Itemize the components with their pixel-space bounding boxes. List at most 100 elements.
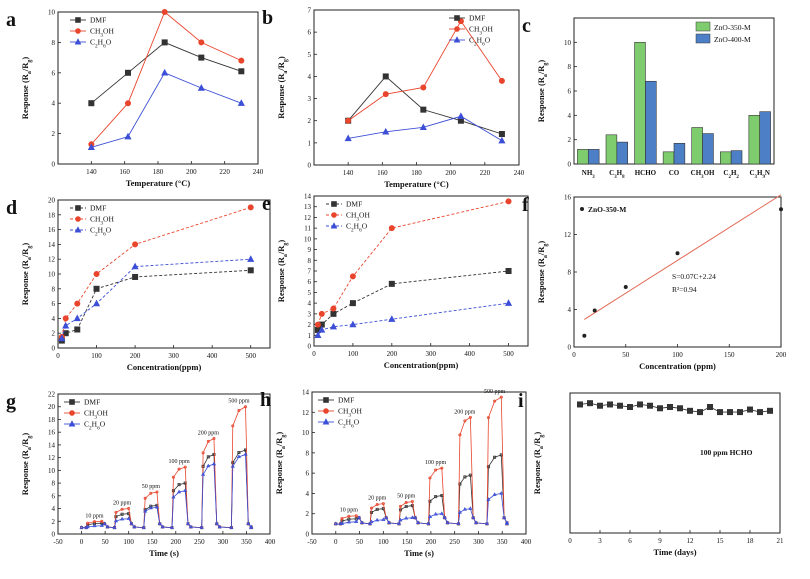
data-point bbox=[420, 106, 427, 113]
legend-entry-ch3oh: CH3OH bbox=[90, 215, 114, 227]
data-point bbox=[237, 451, 241, 455]
data-point bbox=[102, 521, 107, 526]
plot-frame bbox=[57, 11, 259, 165]
data-point bbox=[100, 519, 104, 523]
legend-marker bbox=[75, 216, 81, 222]
data-point bbox=[86, 521, 90, 525]
data-point bbox=[243, 452, 248, 456]
data-point bbox=[637, 401, 644, 408]
data-point bbox=[404, 515, 409, 520]
bar-zno-400-m bbox=[759, 111, 771, 165]
legend-entry-c2h6o: C2H6O bbox=[469, 36, 491, 48]
legend-entry-dmf: DMF bbox=[84, 398, 100, 407]
x-tick-label: 100 bbox=[348, 350, 359, 358]
data-point bbox=[129, 521, 134, 526]
data-point bbox=[206, 455, 210, 459]
legend-marker bbox=[69, 410, 75, 416]
annotation: 100 ppm HCHO bbox=[700, 448, 753, 457]
x-tick-label: 250 bbox=[194, 538, 205, 546]
panel-letter-i: i bbox=[518, 390, 524, 412]
bar-zno-350-m bbox=[748, 115, 761, 165]
y-tick-label: 1 bbox=[308, 139, 312, 147]
y-tick-label: 4 bbox=[568, 112, 572, 120]
data-point bbox=[427, 514, 433, 518]
y-tick-label: 10 bbox=[302, 429, 310, 437]
data-point bbox=[74, 300, 81, 307]
data-point bbox=[398, 517, 403, 522]
legend-marker bbox=[323, 397, 329, 403]
x-tick-label: 200 bbox=[171, 538, 182, 546]
data-point bbox=[354, 519, 359, 524]
x-tick-label: 140 bbox=[86, 168, 97, 176]
series-line bbox=[81, 406, 252, 529]
data-point bbox=[388, 315, 396, 322]
y-tick-label: 2 bbox=[308, 117, 312, 125]
y-tick-label: 10 bbox=[48, 467, 56, 475]
legend-marker bbox=[69, 399, 75, 405]
data-point bbox=[119, 516, 125, 521]
legend-entry-dmf: DMF bbox=[90, 16, 106, 25]
x-tick-label: 0 bbox=[334, 538, 338, 546]
legend-entry-ch3oh: CH3OH bbox=[346, 211, 370, 223]
y-tick-label: 2 bbox=[52, 518, 56, 526]
x-tick-label: -50 bbox=[53, 538, 63, 546]
x-tick-label: 0 bbox=[312, 350, 316, 358]
data-point bbox=[442, 515, 447, 519]
data-point bbox=[127, 507, 131, 511]
y-tick-label: 8 bbox=[568, 63, 572, 71]
data-point bbox=[212, 452, 216, 456]
data-point bbox=[504, 521, 510, 526]
pulse-label: 10 ppm bbox=[85, 513, 104, 519]
x-tick-label: 150 bbox=[402, 538, 413, 546]
x-axis-label: Time (days) bbox=[653, 547, 696, 557]
data-point bbox=[486, 416, 490, 420]
x-tick-label: 180 bbox=[153, 168, 164, 176]
data-point bbox=[125, 100, 132, 107]
data-point bbox=[211, 461, 217, 466]
data-point bbox=[457, 510, 462, 514]
x-tick-label: 240 bbox=[514, 169, 525, 177]
series-ch3oh bbox=[345, 18, 505, 124]
y-axis-label: Response (Ra/Rg) bbox=[536, 60, 549, 123]
data-point bbox=[198, 54, 205, 61]
y-tick-label: 22 bbox=[48, 391, 56, 399]
x-tick-label: 150 bbox=[147, 538, 158, 546]
data-point bbox=[458, 433, 462, 437]
data-point bbox=[375, 502, 379, 506]
x-tick-label: 6 bbox=[628, 537, 632, 545]
y-axis-label: Response (Ra/Rg) bbox=[276, 240, 289, 303]
data-point bbox=[197, 84, 205, 91]
data-point bbox=[677, 405, 684, 412]
y-tick-label: 4 bbox=[568, 306, 572, 314]
x-tick-label: 220 bbox=[219, 168, 230, 176]
legend-marker bbox=[323, 408, 329, 414]
data-point bbox=[188, 524, 193, 529]
data-point bbox=[428, 476, 432, 480]
y-axis-label: Response (Ra/Rg) bbox=[274, 432, 287, 495]
panel-letter-e: e bbox=[262, 193, 271, 215]
y-tick-label: 6 bbox=[52, 300, 56, 308]
data-point bbox=[131, 262, 139, 270]
panel-letter-g: g bbox=[6, 391, 16, 413]
fit-equation: S=0.07C+2.24 bbox=[672, 272, 716, 281]
x-tick-label: -50 bbox=[307, 538, 317, 546]
x-tick-label: 500 bbox=[245, 352, 256, 360]
x-axis-label: Time (s) bbox=[149, 548, 179, 558]
legend-entry-ch3oh: CH3OH bbox=[84, 409, 108, 421]
bar-zno-350-m bbox=[691, 127, 703, 165]
data-point bbox=[505, 198, 512, 205]
x-tick-label: 12 bbox=[687, 537, 695, 545]
data-point bbox=[112, 525, 117, 529]
legend-entry-dmf: DMF bbox=[346, 200, 362, 209]
data-point bbox=[92, 299, 101, 307]
plot-frame bbox=[57, 393, 271, 535]
data-point bbox=[592, 308, 597, 313]
data-point bbox=[249, 525, 254, 529]
data-point bbox=[154, 504, 160, 509]
y-tick-label: 0 bbox=[308, 162, 312, 170]
data-point bbox=[231, 424, 235, 428]
x-tick-label: 100 bbox=[378, 538, 389, 546]
x-tick-label: 18 bbox=[747, 537, 755, 545]
data-point bbox=[330, 310, 337, 317]
bar-zno-350-m bbox=[719, 151, 732, 165]
